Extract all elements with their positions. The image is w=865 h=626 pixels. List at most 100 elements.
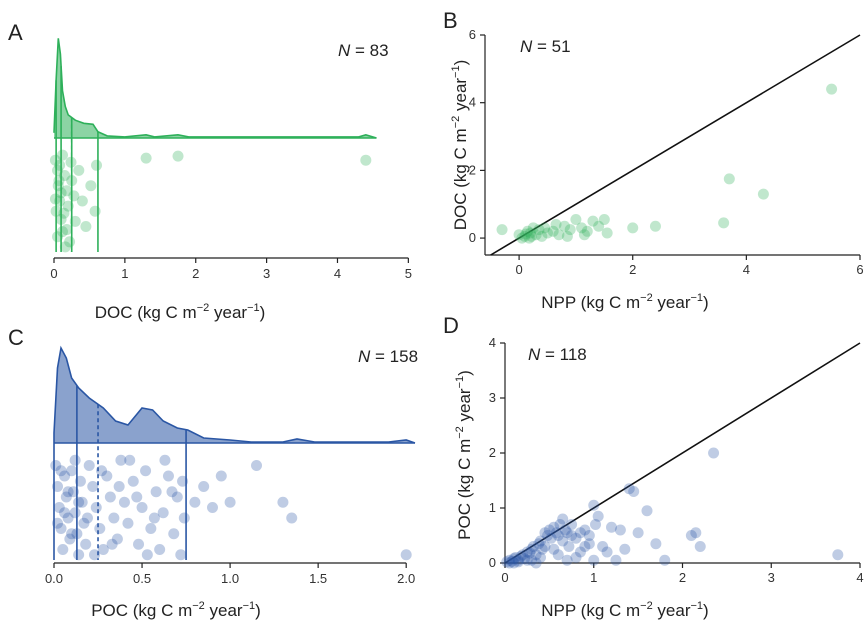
y-axis-label-part: −2 — [454, 426, 466, 439]
data-point — [286, 512, 298, 524]
data-point — [503, 557, 515, 569]
data-point — [526, 554, 538, 566]
data-point — [57, 226, 69, 238]
x-axis-label-part: −2 — [640, 600, 653, 612]
data-point — [536, 230, 548, 242]
y-axis-label-part: −1 — [450, 65, 462, 78]
data-point — [76, 496, 88, 508]
y-tick-label: 0 — [469, 230, 476, 245]
data-point — [553, 229, 565, 241]
data-point — [619, 543, 631, 555]
data-point — [52, 164, 64, 176]
data-point — [80, 221, 92, 232]
data-point — [579, 541, 591, 552]
data-point — [832, 549, 844, 561]
data-point — [718, 217, 730, 229]
x-axis-label-part: ) — [703, 601, 709, 620]
data-point — [550, 527, 562, 539]
data-point — [80, 538, 92, 550]
data-point — [557, 513, 569, 525]
data-point — [49, 154, 61, 166]
data-point — [519, 553, 531, 565]
data-point — [557, 535, 569, 547]
data-point — [131, 491, 143, 503]
panel-a-letter: A — [8, 20, 23, 45]
data-point — [277, 496, 289, 508]
y-axis-label-part: −2 — [450, 116, 462, 129]
data-point — [108, 512, 120, 524]
data-point — [69, 454, 81, 466]
x-tick-label: 0.0 — [45, 571, 63, 586]
data-point — [526, 543, 538, 555]
data-point — [601, 227, 613, 239]
data-point — [539, 527, 551, 539]
x-axis-label-part: year — [653, 293, 691, 312]
data-point — [521, 554, 533, 566]
density-curve — [53, 345, 416, 444]
data-point — [52, 180, 64, 192]
data-point — [57, 149, 69, 161]
x-axis-label: NPP (kg C m−2 year−1) — [541, 292, 708, 312]
data-point — [122, 517, 134, 529]
data-point — [59, 170, 71, 181]
data-point — [519, 230, 531, 242]
x-axis-label-part: year — [205, 601, 243, 620]
one-to-one-line — [490, 34, 861, 256]
data-point — [90, 502, 102, 513]
data-point — [66, 175, 78, 187]
data-point — [512, 556, 524, 568]
data-point — [564, 224, 576, 236]
data-point — [579, 524, 591, 536]
x-axis-label-part: −1 — [247, 302, 260, 314]
data-point — [576, 222, 588, 234]
data-point — [516, 232, 528, 244]
data-point — [400, 549, 412, 561]
data-point — [527, 541, 539, 552]
data-point — [570, 213, 582, 225]
data-point — [101, 470, 113, 482]
data-point — [87, 481, 99, 492]
panel-d-letter: D — [443, 313, 459, 338]
data-point — [548, 543, 560, 555]
data-point — [521, 546, 533, 558]
data-point — [124, 454, 136, 466]
data-point — [598, 213, 610, 225]
data-point — [574, 546, 586, 558]
x-axis-label-part: −1 — [691, 600, 704, 612]
data-point — [59, 241, 71, 253]
data-point — [206, 502, 218, 513]
data-point — [606, 521, 617, 533]
data-point — [73, 164, 85, 176]
x-axis-label-part: DOC (kg C m — [95, 303, 197, 322]
y-tick-label: 1 — [489, 500, 496, 515]
x-tick-label: 1.5 — [309, 571, 327, 586]
data-point — [68, 190, 80, 202]
x-tick-label: 3 — [263, 266, 270, 281]
data-point — [506, 555, 518, 567]
x-tick-label: 2.0 — [397, 571, 415, 586]
x-axis-label-part: ) — [255, 601, 261, 620]
sample-size-label-n: N — [358, 347, 371, 366]
data-point — [513, 229, 525, 241]
data-point — [530, 549, 542, 561]
data-point — [104, 491, 116, 503]
data-point — [694, 541, 706, 552]
y-axis-label: DOC (kg C m−2 year−1) — [450, 60, 470, 231]
data-point — [76, 195, 88, 207]
data-point — [96, 465, 108, 477]
data-point — [566, 519, 578, 530]
x-axis-label-part: −2 — [197, 302, 210, 314]
data-point — [59, 470, 71, 482]
data-point — [64, 236, 76, 248]
data-point — [54, 195, 66, 207]
data-point — [91, 159, 103, 171]
data-point — [66, 528, 78, 540]
data-point — [55, 465, 67, 477]
data-point — [73, 549, 85, 561]
data-point — [757, 188, 769, 200]
data-point — [510, 552, 522, 563]
data-point — [588, 554, 600, 566]
data-point — [650, 538, 662, 550]
data-point — [520, 228, 532, 240]
